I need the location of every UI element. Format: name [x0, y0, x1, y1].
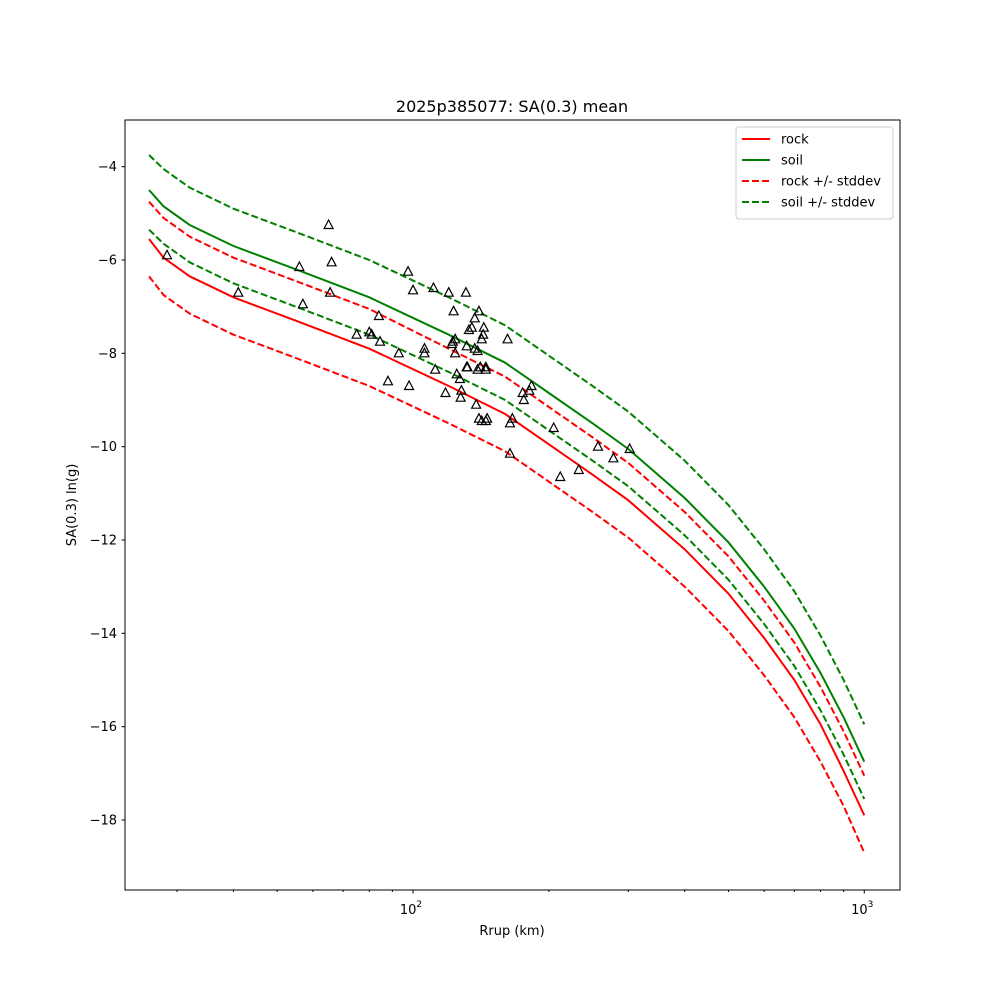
observation-point	[232, 286, 244, 297]
series-line-5	[148, 228, 866, 800]
plot-lines	[148, 154, 866, 854]
observation-point	[624, 442, 636, 454]
y-tick-label: −14	[90, 627, 117, 642]
y-tick-label: −8	[98, 347, 117, 362]
observation-point	[472, 363, 484, 374]
observation-point	[473, 305, 485, 316]
observation-point	[461, 361, 473, 372]
observation-point	[472, 344, 484, 356]
observation-point	[548, 421, 560, 433]
observation-point	[607, 452, 619, 463]
y-tick-label: −4	[98, 160, 117, 175]
observation-point	[470, 398, 482, 409]
x-tick-label: 102	[400, 900, 422, 918]
observation-point	[351, 328, 363, 339]
legend-box	[735, 126, 894, 220]
series-line-0	[148, 238, 866, 816]
observation-point	[454, 372, 466, 384]
observation-point	[324, 286, 336, 297]
observation-point	[449, 347, 461, 358]
observation-point	[506, 412, 518, 423]
y-tick-label: −10	[90, 440, 117, 455]
series-line-3	[148, 275, 866, 854]
observation-point	[481, 412, 493, 423]
observation-point	[480, 363, 492, 374]
observation-point	[455, 384, 467, 395]
observation-point	[427, 281, 439, 293]
observation-point	[326, 256, 338, 267]
observation-point	[480, 361, 492, 372]
legend-label: soil +/- stddev	[781, 196, 876, 211]
y-axis-ticks: −4 −6 −8 −10 −12 −14 −16 −18	[90, 160, 125, 829]
observation-point	[407, 284, 419, 295]
observation-point	[373, 309, 385, 321]
y-tick-label: −6	[98, 254, 117, 269]
observation-point	[455, 391, 467, 402]
observation-point	[161, 249, 173, 260]
axes-frame	[124, 119, 901, 891]
observation-point	[363, 326, 375, 337]
observation-point	[466, 321, 478, 332]
observation-point	[460, 286, 472, 297]
observation-point	[518, 393, 530, 405]
x-tick-label: 103	[851, 900, 873, 918]
observation-point	[449, 333, 461, 344]
observation-point	[293, 260, 305, 272]
series-line-4	[148, 154, 866, 725]
observation-point	[374, 335, 386, 346]
observation-point	[382, 375, 394, 386]
observation-point	[429, 363, 441, 374]
observation-point	[366, 328, 378, 339]
observation-point	[297, 298, 309, 309]
observation-point	[418, 347, 430, 358]
observation-point	[469, 312, 481, 323]
observation-point	[478, 321, 490, 332]
observation-point	[443, 286, 455, 297]
chart-title: 2025p385077: SA(0.3) mean	[396, 97, 628, 116]
x-axis-label: Rrup (km)	[479, 924, 544, 939]
observation-point	[592, 440, 604, 451]
series-line-1	[148, 189, 866, 763]
legend-label: soil	[781, 154, 803, 169]
y-tick-label: −18	[90, 814, 117, 829]
observation-point	[323, 218, 335, 230]
observation-point	[447, 335, 459, 346]
observation-point	[402, 265, 414, 276]
observation-point	[463, 323, 475, 335]
legend-label: rock	[781, 133, 809, 148]
observation-point	[451, 368, 463, 379]
x-axis-ticks: 102 103	[176, 890, 873, 918]
plot-points	[161, 218, 636, 482]
observation-point	[504, 447, 516, 458]
observation-point	[393, 347, 405, 358]
observation-point	[448, 305, 460, 316]
observation-point	[477, 328, 489, 339]
observation-point	[461, 340, 473, 351]
y-tick-label: −12	[90, 534, 117, 549]
y-axis-label: SA(0.3) ln(g)	[65, 464, 80, 547]
observation-point	[474, 361, 486, 372]
observation-point	[439, 386, 451, 398]
legend: rock soil rock +/- stddev soil +/- stddev	[735, 126, 894, 220]
observation-point	[554, 470, 566, 482]
y-tick-label: −16	[90, 720, 117, 735]
observation-point	[525, 379, 537, 391]
observation-point	[403, 379, 415, 391]
observation-point	[502, 333, 514, 344]
observation-point	[573, 463, 585, 475]
legend-label: rock +/- stddev	[781, 175, 881, 190]
series-line-2	[148, 201, 866, 777]
observation-point	[418, 342, 430, 353]
